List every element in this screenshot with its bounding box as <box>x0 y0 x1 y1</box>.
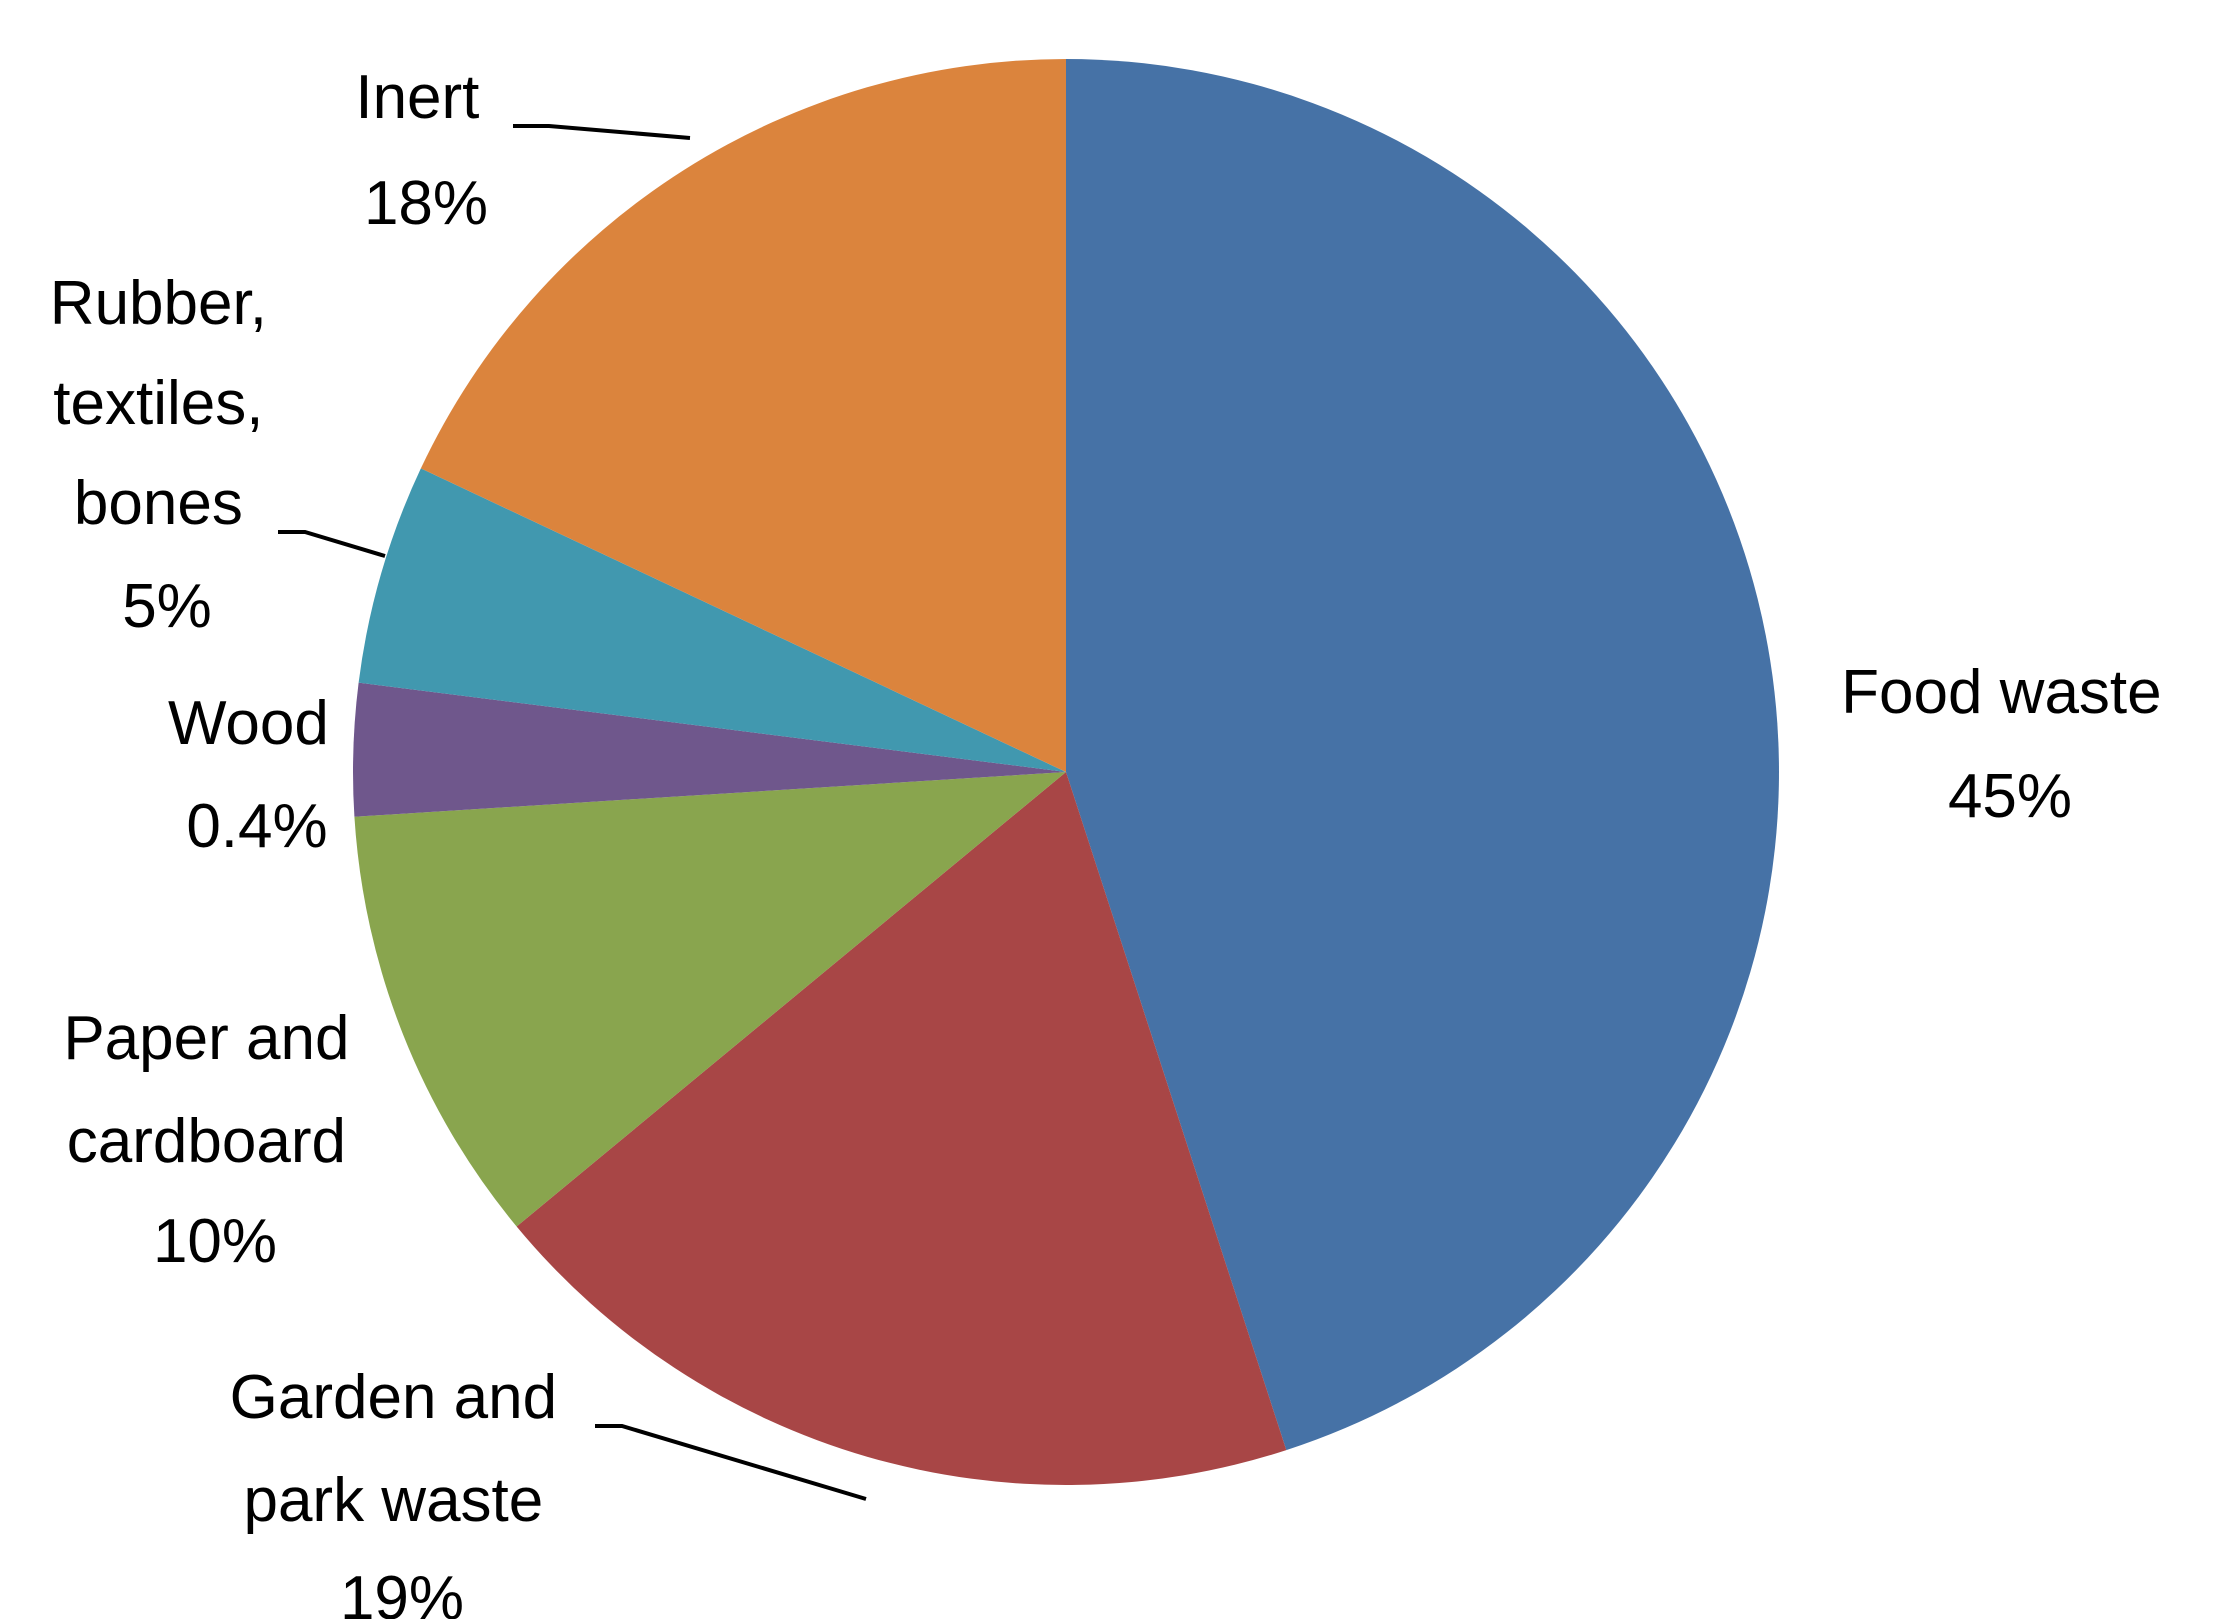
label-food-waste-value: 45% <box>1948 762 2072 831</box>
label-inert-value: 18% <box>364 169 488 238</box>
label-rubber-line1: Rubber, <box>50 269 267 338</box>
pie-slice-rubber-textiles-bones <box>358 468 1066 772</box>
leader-line-inert <box>513 124 691 140</box>
leader-line-rubber <box>278 530 386 558</box>
label-inert: Inert 18% <box>355 63 496 238</box>
pie-slice-garden-and-park-waste <box>516 772 1287 1485</box>
pie-slices <box>353 59 1779 1485</box>
pie-slice-food-waste <box>1066 59 1779 1451</box>
label-food-waste-name: Food waste <box>1841 658 2162 727</box>
label-wood-value: 0.4% <box>186 792 327 861</box>
label-garden-line1: Garden and <box>230 1363 557 1432</box>
label-garden-park-waste: Garden and park waste 19% <box>230 1363 575 1619</box>
label-paper-line1: Paper and <box>63 1004 349 1073</box>
label-rubber-textiles-bones: Rubber, textiles, bones 5% <box>50 269 284 641</box>
label-paper-line2: cardboard <box>67 1107 346 1176</box>
label-rubber-value: 5% <box>122 572 212 641</box>
label-garden-value: 19% <box>340 1564 464 1619</box>
label-paper-value: 10% <box>153 1207 277 1276</box>
label-rubber-line2: textiles, <box>53 369 263 438</box>
label-rubber-line3: bones <box>74 469 243 538</box>
label-wood: Wood 0.4% <box>168 689 346 861</box>
label-paper-cardboard: Paper and cardboard 10% <box>63 1004 366 1276</box>
leader-line-garden <box>595 1424 867 1501</box>
pie-slice-paper-and-cardboard <box>354 772 1066 1227</box>
label-inert-name: Inert <box>355 63 479 132</box>
label-food-waste: Food waste 45% <box>1841 658 2179 831</box>
label-garden-line2: park waste <box>243 1466 543 1535</box>
pie-slice-wood <box>353 682 1067 817</box>
pie-slice-inert <box>420 59 1066 772</box>
label-wood-name: Wood <box>168 689 329 758</box>
